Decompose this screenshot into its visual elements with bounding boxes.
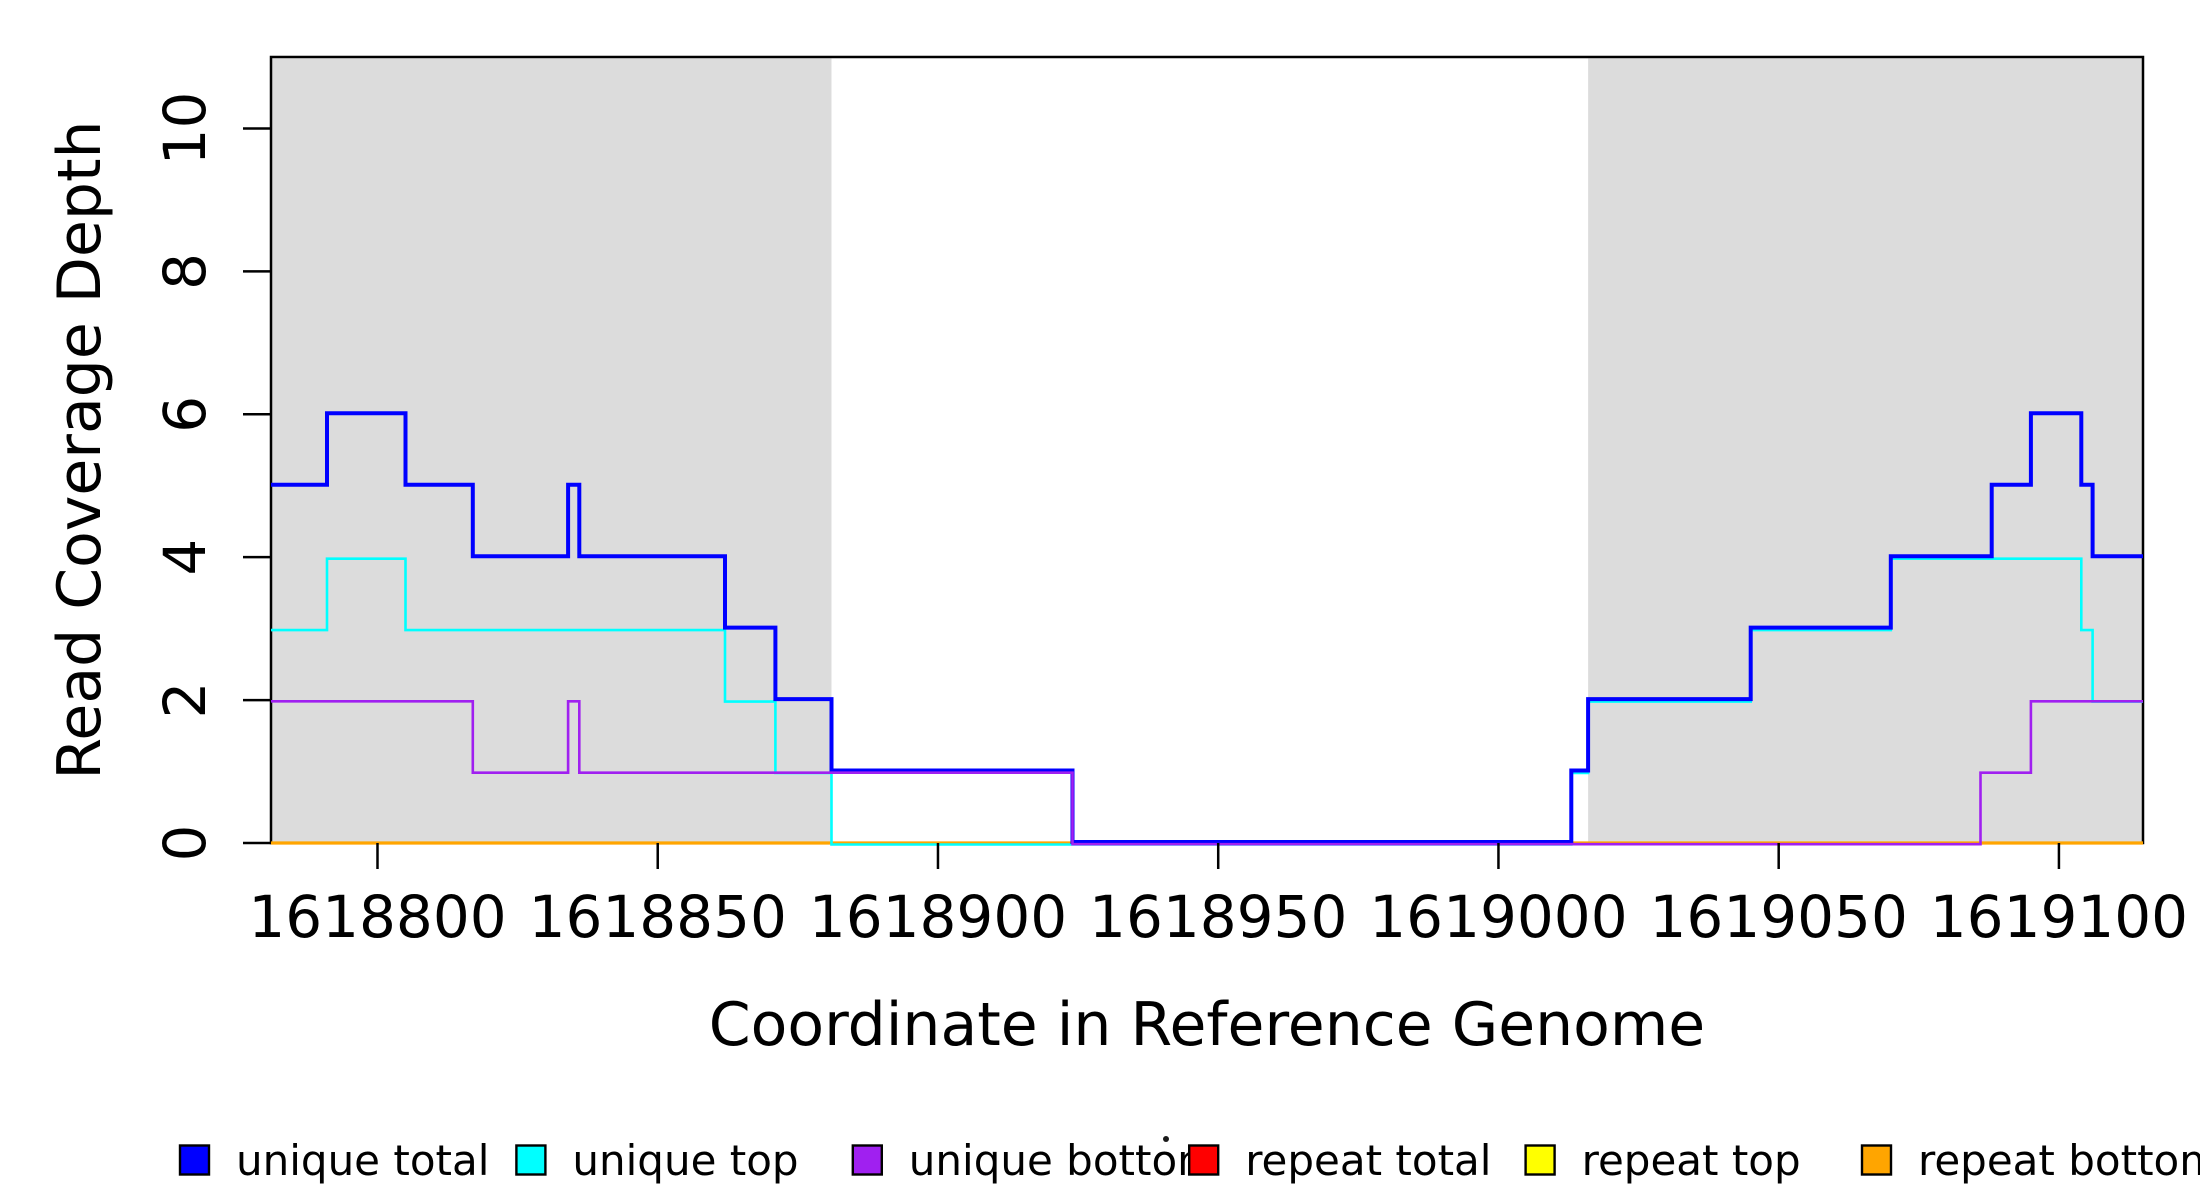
legend-item-repeat-top: repeat top [1524,1136,1801,1185]
y-tick-label: 4 [151,539,219,576]
legend-label: repeat total [1245,1136,1491,1185]
legend-swatch-repeat-bottom [1860,1144,1893,1176]
x-tick-label: 1619100 [1930,883,2188,951]
x-axis-title: Coordinate in Reference Genome [709,990,1705,1060]
x-tick-label: 1618800 [248,883,506,951]
y-axis-title: Read Coverage Depth [45,120,115,779]
x-tick-label: 1618850 [529,883,787,951]
legend-swatch-unique-total [178,1144,211,1176]
y-tick-label: 10 [151,92,219,166]
legend-label: repeat top [1582,1136,1801,1185]
x-tick-label: 1618900 [809,883,1067,951]
legend-label: unique total [236,1136,489,1185]
y-tick-label: 6 [151,396,219,433]
legend-swatch-unique-top [515,1144,547,1176]
legend-label: unique bottom [909,1136,1218,1185]
legend-label: unique top [572,1136,798,1185]
legend-item-repeat-total: repeat total [1187,1136,1491,1185]
legend-item-unique-bottom: unique bottom [851,1136,1218,1185]
y-tick-label: 0 [151,825,219,862]
legend-swatch-unique-bottom [851,1144,883,1176]
series-line-unique-bottom [271,700,2143,846]
y-tick-label: 8 [151,253,219,290]
legend-swatch-repeat-total [1187,1144,1220,1176]
legend-swatch-repeat-top [1524,1144,1556,1176]
x-tick-label: 1619050 [1650,883,1908,951]
x-tick-label: 1619000 [1369,883,1627,951]
legend-stray-dot [1163,1136,1169,1142]
legend-label: repeat bottom [1918,1136,2200,1185]
legend-item-unique-total: unique total [178,1136,489,1185]
y-tick-label: 2 [151,682,219,719]
left-repeat-region [271,58,832,843]
legend-item-repeat-bottom: repeat bottom [1860,1136,2200,1185]
legend-item-unique-top: unique top [515,1136,799,1185]
right-repeat-region [1588,58,2143,843]
x-tick-label: 1618950 [1089,883,1347,951]
